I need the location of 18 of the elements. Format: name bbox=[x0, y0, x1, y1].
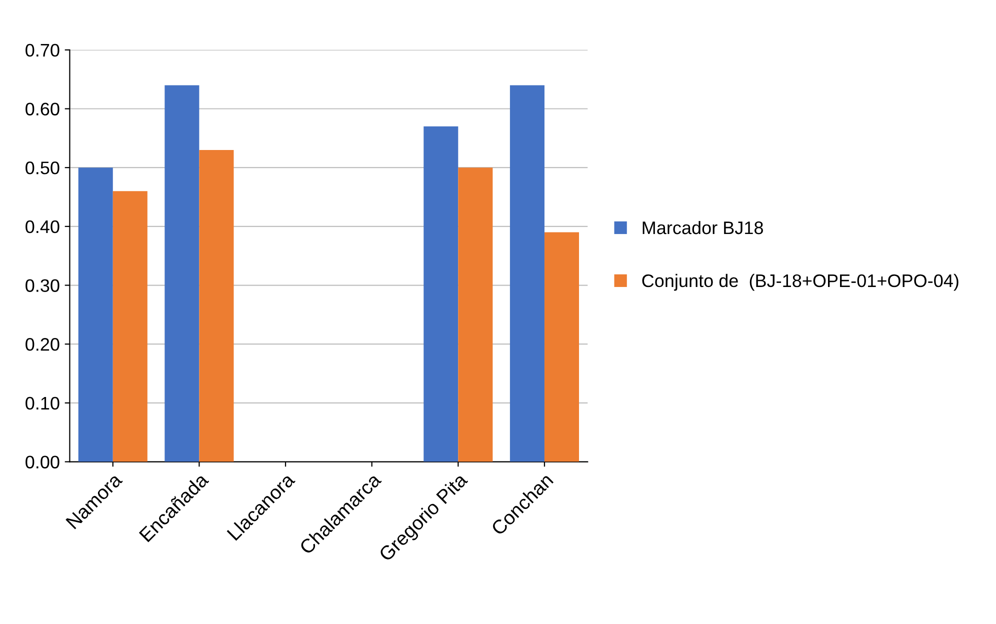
y-tick-label: 0.40 bbox=[26, 220, 60, 234]
y-tick-label: 0.50 bbox=[26, 162, 60, 174]
y-tick-label: 0.20 bbox=[26, 338, 60, 351]
bar bbox=[164, 85, 200, 462]
y-tick-label: 0.10 bbox=[26, 396, 60, 410]
bar bbox=[544, 232, 580, 462]
bar bbox=[510, 85, 544, 462]
bar bbox=[199, 150, 234, 462]
legend-label: Marcador BJ18 bbox=[642, 220, 763, 234]
bar bbox=[424, 126, 458, 462]
bar bbox=[458, 168, 493, 462]
y-tick-label: 0.00 bbox=[26, 456, 60, 468]
y-tick-label: 0.60 bbox=[26, 102, 60, 116]
bar bbox=[112, 191, 148, 462]
y-tick-label: 0.30 bbox=[26, 279, 60, 292]
y-tick-label: 0.70 bbox=[26, 44, 60, 57]
bar bbox=[78, 168, 113, 462]
legend-label: Conjunto de (BJ-18+OPE-01+OPO-04) bbox=[642, 274, 958, 291]
